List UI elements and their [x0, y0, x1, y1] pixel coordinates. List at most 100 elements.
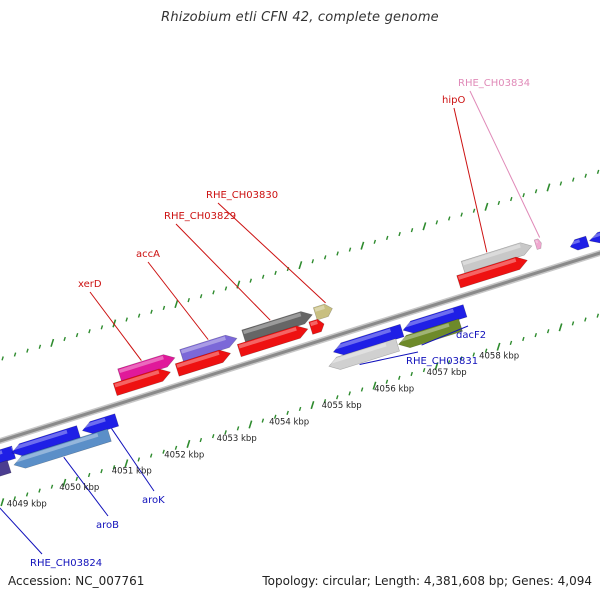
inner-tick: [199, 437, 203, 443]
outer-tick: [584, 173, 587, 178]
inner-tick: [87, 472, 91, 478]
outer-tick: [261, 274, 265, 279]
outer-tick: [410, 228, 414, 233]
label-hipO: hipO: [442, 95, 465, 106]
inner-tick: [460, 356, 463, 361]
leader-RHE_CH03831: [359, 351, 419, 365]
gene-RHE_CH03834: [533, 238, 542, 250]
inner-tick: [248, 420, 253, 429]
outer-tick: [13, 352, 17, 357]
summary-text: Topology: circular; Length: 4,381,608 bp…: [262, 574, 592, 588]
inner-tick: [348, 391, 351, 396]
label-leaders: [0, 90, 541, 555]
outer-tick: [422, 222, 427, 231]
outer-tick-track: [1, 169, 600, 361]
feature-layer: [0, 226, 600, 482]
outer-tick: [187, 297, 190, 303]
inner-tick: [211, 434, 215, 439]
inner-tick: [571, 321, 575, 326]
inner-tick: [137, 457, 141, 462]
leader-RHE_CH03830: [217, 202, 326, 304]
outer-tick: [447, 216, 451, 221]
kbp-label: 4056 kbp: [374, 385, 414, 395]
inner-tick: [261, 418, 265, 423]
inner-tick: [50, 484, 54, 489]
label-dacF2: dacF2: [456, 330, 486, 341]
outer-tick: [509, 196, 513, 202]
label-xerD: xerD: [78, 279, 102, 290]
outer-tick: [435, 220, 439, 225]
inner-tick: [310, 401, 315, 410]
inner-tick: [522, 336, 525, 342]
leader-dacF2: [421, 325, 469, 346]
outer-tick: [572, 177, 575, 182]
label-RHE_CH03831: RHE_CH03831: [406, 356, 478, 367]
outer-tick: [373, 239, 377, 244]
outer-tick: [522, 193, 525, 198]
outer-tick: [26, 348, 29, 353]
outer-tick: [385, 235, 389, 241]
inner-tick: [0, 498, 5, 507]
gene-RHE_CH03824: [0, 459, 12, 482]
inner-tick: [25, 492, 29, 497]
outer-tick: [398, 231, 401, 237]
inner-tick: [224, 430, 227, 435]
cds-hipO: [456, 256, 528, 289]
gene-RHE_CH03830: [312, 303, 333, 321]
outer-tick: [174, 299, 179, 309]
inner-tick: [534, 332, 538, 338]
accession-text: Accession: NC_007761: [8, 574, 145, 588]
backbone: [0, 249, 600, 445]
outer-tick: [137, 313, 141, 318]
outer-tick: [360, 241, 365, 250]
outer-tick: [323, 255, 327, 260]
inner-tick: [360, 387, 364, 392]
inner-tick: [546, 329, 550, 334]
inner-tick: [149, 453, 153, 458]
inner-tick: [124, 459, 129, 468]
outer-tick: [100, 325, 104, 330]
inner-tick: [558, 323, 563, 332]
inner-tick: [62, 478, 67, 487]
kbp-label: 4051 kbp: [112, 467, 152, 477]
leader-hipO: [453, 107, 488, 253]
leader-accA: [147, 261, 209, 340]
outer-tick: [1, 356, 4, 361]
gene-labels: xerD accA RHE_CH03829 RHE_CH03830 hipO RHE_CH…: [30, 78, 530, 569]
inner-tick: [174, 445, 178, 450]
cds-RHE_CH03830: [308, 318, 325, 335]
cds-right-2: [588, 226, 600, 244]
outer-tick: [38, 344, 42, 349]
kbp-label: 4058 kbp: [479, 352, 519, 362]
label-accA: accA: [136, 249, 160, 260]
outer-tick: [460, 212, 463, 217]
leader-xerD: [89, 291, 142, 361]
inner-tick: [298, 406, 302, 412]
outer-tick: [559, 181, 563, 186]
outer-tick: [311, 259, 315, 264]
outer-tick: [199, 294, 203, 299]
inner-tick: [422, 367, 426, 373]
outer-tick: [534, 189, 538, 194]
outer-tick: [112, 319, 117, 328]
outer-tick: [88, 329, 91, 334]
leader-RHE_CH03824: [0, 507, 43, 555]
outer-tick: [249, 278, 253, 283]
leader-RHE_CH03829: [175, 223, 271, 321]
outer-tick: [125, 317, 128, 322]
inner-tick: [38, 488, 41, 493]
outer-tick: [274, 270, 277, 276]
outer-tick: [50, 338, 55, 347]
kbp-label: 4055 kbp: [322, 401, 362, 411]
cds-right-1: [569, 235, 590, 251]
outer-tick: [546, 183, 551, 192]
inner-tick: [385, 379, 389, 384]
outer-tick: [212, 290, 215, 295]
inner-tick: [100, 469, 103, 474]
inner-tick: [273, 414, 277, 419]
outer-tick: [484, 202, 489, 211]
kbp-label: 4049 kbp: [7, 500, 47, 510]
inner-tick: [372, 381, 377, 390]
gene-aroB: [13, 428, 112, 469]
